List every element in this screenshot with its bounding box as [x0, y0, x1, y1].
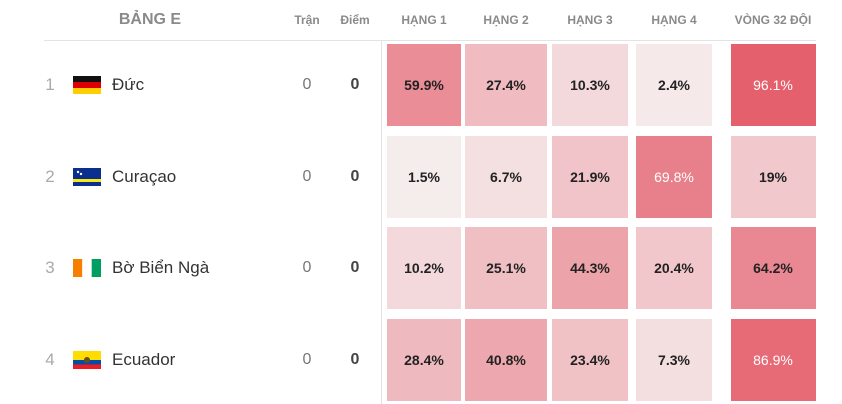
odds-cell: 10.3%	[552, 44, 628, 126]
rank: 3	[45, 258, 55, 277]
odds-cell: 59.9%	[387, 44, 461, 126]
odds-cell: 69.8%	[636, 136, 712, 218]
points: 0	[350, 76, 360, 93]
odds-cell: 86.9%	[730, 319, 816, 401]
odds-cell: 27.4%	[465, 44, 547, 126]
points: 0	[350, 259, 360, 276]
rank: 2	[45, 167, 55, 186]
odds-cell: 2.4%	[636, 44, 712, 126]
odds-cell: 40.8%	[465, 319, 547, 401]
odds-cell: 64.2%	[730, 227, 816, 309]
odds-cell: 20.4%	[636, 227, 712, 309]
points: 0	[350, 351, 360, 368]
column-header: HẠNG 3	[567, 13, 613, 27]
odds-cell: 21.9%	[552, 136, 628, 218]
odds-cell: 44.3%	[552, 227, 628, 309]
flag	[73, 259, 101, 277]
odds-cell: 1.5%	[387, 136, 461, 218]
odds-cell: 10.2%	[387, 227, 461, 309]
flag	[73, 351, 101, 369]
group-title: BẢNG E	[118, 11, 182, 28]
column-header: Trận	[294, 13, 320, 27]
odds-cell: 28.4%	[387, 319, 461, 401]
points: 0	[350, 168, 360, 185]
rank: 4	[45, 350, 55, 369]
odds-cell: 96.1%	[730, 44, 816, 126]
odds-cell: 6.7%	[465, 136, 547, 218]
team-name: Curaçao	[112, 167, 177, 186]
odds-cell: 7.3%	[636, 319, 712, 401]
team-name: Ecuador	[112, 350, 176, 369]
played: 0	[302, 168, 312, 185]
odds-cell: 19%	[730, 136, 816, 218]
team-name: Bờ Biển Ngà	[112, 258, 210, 277]
played: 0	[302, 76, 312, 93]
column-header: Điểm	[340, 13, 370, 27]
odds-cell: 23.4%	[552, 319, 628, 401]
divider	[381, 40, 382, 404]
odds-cell: 25.1%	[465, 227, 547, 309]
played: 0	[302, 351, 312, 368]
column-header: HẠNG 2	[483, 13, 529, 27]
column-header: VÒNG 32 ĐỘI	[734, 13, 812, 27]
played: 0	[302, 259, 312, 276]
rank: 1	[45, 75, 55, 94]
column-header: HẠNG 1	[401, 13, 447, 27]
header-rule	[44, 40, 816, 41]
flag	[73, 168, 101, 186]
team-name: Đức	[112, 75, 145, 94]
column-header: HẠNG 4	[651, 13, 697, 27]
flag	[73, 76, 101, 94]
